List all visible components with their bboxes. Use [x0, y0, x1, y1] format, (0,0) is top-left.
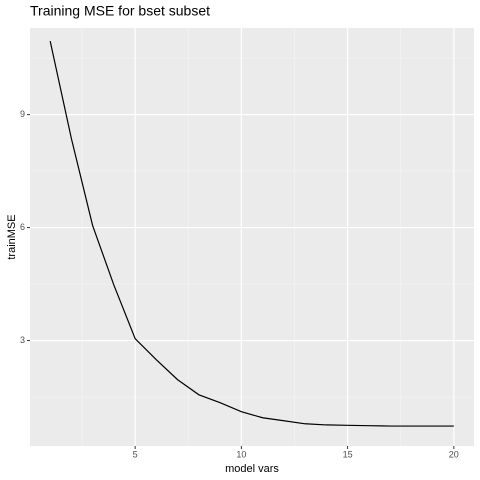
x-tick-label: 15 [343, 449, 353, 459]
y-tick-label: 3 [20, 335, 25, 345]
y-axis-label: trainMSE [6, 214, 18, 259]
x-axis-label: model vars [225, 463, 279, 475]
x-tick-label: 20 [449, 449, 459, 459]
y-tick-label: 6 [20, 222, 25, 232]
panel [30, 28, 474, 446]
y-tick-label: 9 [20, 109, 25, 119]
line [49, 41, 454, 427]
x-tick-label: 10 [236, 449, 246, 459]
chart-title: Training MSE for bset subset [30, 3, 210, 19]
x-tick-label: 5 [133, 449, 138, 459]
